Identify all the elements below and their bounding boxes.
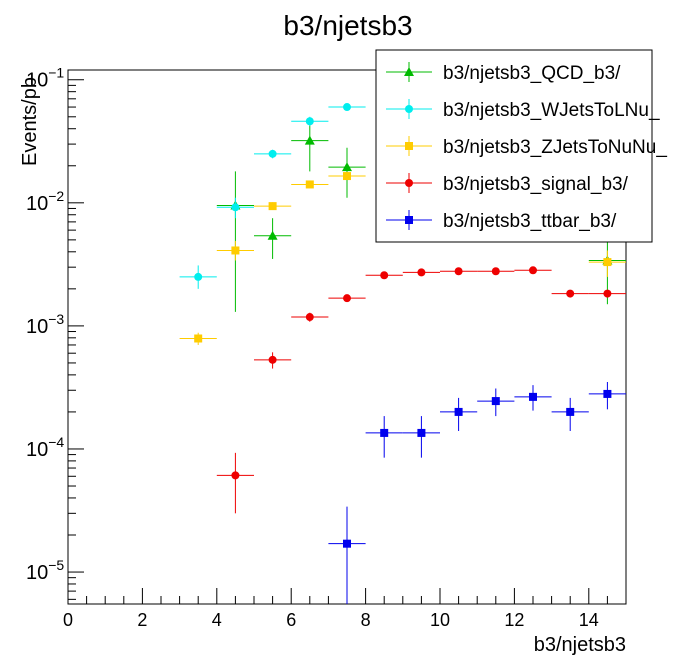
- data-point: [603, 258, 612, 267]
- x-tick-label: 4: [212, 610, 222, 630]
- y-tick-label: 10−5: [26, 557, 64, 584]
- data-point: [491, 267, 500, 276]
- legend-item: b3/njetsb3_signal_b3/: [386, 173, 629, 195]
- legend-label: b3/njetsb3_WJetsToLNu_: [443, 100, 660, 121]
- data-point: [268, 355, 277, 364]
- x-tick-label: 14: [579, 610, 599, 630]
- legend-marker: [405, 105, 413, 113]
- data-point: [231, 203, 240, 212]
- data-point: [454, 407, 463, 416]
- x-tick-label: 8: [361, 610, 371, 630]
- legend-item: b3/njetsb3_ttbar_b3/: [386, 210, 617, 232]
- data-point: [417, 268, 426, 277]
- data-point: [566, 289, 575, 298]
- legend-item: b3/njetsb3_ZJetsToNuNu_: [386, 136, 667, 158]
- data-point: [343, 172, 351, 181]
- x-tick-label: 6: [286, 610, 296, 630]
- legend-item: b3/njetsb3_QCD_b3/: [386, 62, 621, 84]
- data-point: [304, 135, 315, 145]
- data-point: [194, 272, 203, 281]
- data-point: [343, 103, 351, 112]
- data-point: [343, 294, 351, 303]
- series-1: [179, 103, 366, 289]
- legend-item: b3/njetsb3_WJetsToLNu_: [386, 99, 660, 121]
- y-tick-label: 10−2: [26, 188, 64, 215]
- series-3: [216, 266, 626, 514]
- data-point: [268, 202, 277, 211]
- x-tick-label: 10: [430, 610, 450, 630]
- data-point: [305, 313, 314, 322]
- x-tick-label: 0: [63, 610, 73, 630]
- y-tick-label: 10−3: [26, 311, 64, 338]
- data-point: [194, 334, 203, 343]
- x-tick-label: 12: [504, 610, 524, 630]
- data-point: [454, 267, 463, 276]
- data-point: [305, 180, 314, 189]
- chart-title: b3/njetsb3: [283, 10, 412, 41]
- data-point: [267, 230, 278, 240]
- data-point: [529, 266, 537, 275]
- data-point: [231, 471, 240, 480]
- legend-marker: [405, 216, 413, 224]
- y-tick-label: 10−4: [26, 434, 64, 461]
- x-tick-label: 2: [137, 610, 147, 630]
- legend-label: b3/njetsb3_ZJetsToNuNu_: [443, 137, 667, 158]
- data-point: [342, 162, 352, 172]
- data-point: [380, 428, 389, 437]
- data-point: [343, 539, 351, 548]
- legend-label: b3/njetsb3_ttbar_b3/: [443, 211, 617, 232]
- x-axis-label: b3/njetsb3: [534, 634, 626, 656]
- axes: 0 2 4 6 8 10 12 14 10−5 10−4 10−3 10−2 10−1: [26, 65, 627, 630]
- data-point: [529, 392, 537, 401]
- y-axis-label: Events/pb: [19, 77, 41, 166]
- legend-marker: [405, 142, 413, 150]
- data-point: [491, 397, 500, 406]
- data-point: [380, 271, 389, 280]
- data-marks: [179, 103, 626, 604]
- data-point: [231, 246, 240, 255]
- legend-label: b3/njetsb3_QCD_b3/: [443, 63, 621, 84]
- legend-marker: [405, 179, 413, 187]
- data-point: [603, 289, 612, 298]
- y-tick-label: 10−1: [26, 65, 64, 92]
- legend: b3/njetsb3_QCD_b3/b3/njetsb3_WJetsToLNu_…: [375, 49, 667, 243]
- data-point: [417, 428, 426, 437]
- series-4: [328, 382, 626, 604]
- data-point: [305, 117, 314, 126]
- legend-marker: [404, 67, 414, 76]
- data-point: [566, 407, 575, 416]
- series-2: [179, 172, 626, 345]
- legend-label: b3/njetsb3_signal_b3/: [443, 174, 629, 195]
- data-point: [603, 389, 612, 398]
- data-point: [268, 149, 277, 158]
